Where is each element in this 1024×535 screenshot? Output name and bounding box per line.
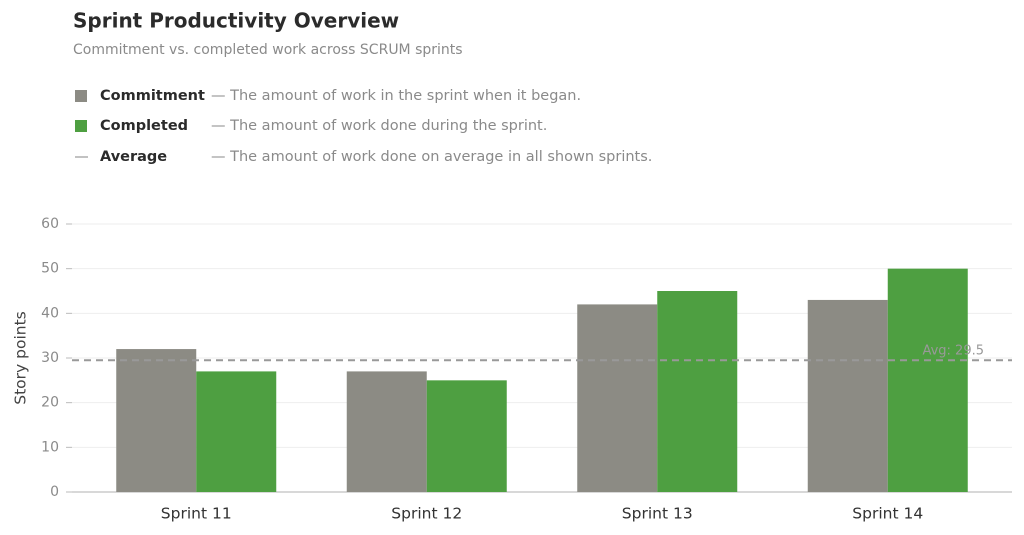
y-tick-label: 10 xyxy=(41,439,59,455)
legend-name: Commitment xyxy=(100,88,205,104)
bar xyxy=(346,371,427,492)
x-tick-label: Sprint 12 xyxy=(391,505,462,523)
y-tick-label: 40 xyxy=(41,305,59,321)
y-tick-label: 30 xyxy=(41,350,59,366)
bar xyxy=(196,371,277,492)
average-label: Avg: 29.5 xyxy=(922,344,984,359)
legend-description: — The amount of work done on average in … xyxy=(211,149,652,165)
y-tick-label: 50 xyxy=(41,261,59,277)
bar xyxy=(887,268,968,492)
y-tick-label: 60 xyxy=(41,216,59,232)
bar xyxy=(657,291,738,492)
bar xyxy=(807,299,888,492)
legend-description: — The amount of work done during the spr… xyxy=(211,118,547,134)
bar xyxy=(577,304,658,492)
y-tick-label: 0 xyxy=(50,484,59,500)
x-tick-label: Sprint 13 xyxy=(622,505,693,523)
legend-swatch xyxy=(75,90,87,102)
bar xyxy=(116,349,197,492)
legend-description: — The amount of work in the sprint when … xyxy=(211,88,581,104)
legend-name: Average xyxy=(100,149,167,165)
x-tick-label: Sprint 11 xyxy=(161,505,232,523)
legend-name: Completed xyxy=(100,118,188,134)
y-tick-label: 20 xyxy=(41,395,59,411)
bar xyxy=(426,380,507,492)
chart-subtitle: Commitment vs. completed work across SCR… xyxy=(73,42,463,58)
y-axis-title: Story points xyxy=(12,311,30,404)
x-tick-label: Sprint 14 xyxy=(852,505,923,523)
legend-swatch xyxy=(75,120,87,132)
chart-title: Sprint Productivity Overview xyxy=(73,9,399,33)
